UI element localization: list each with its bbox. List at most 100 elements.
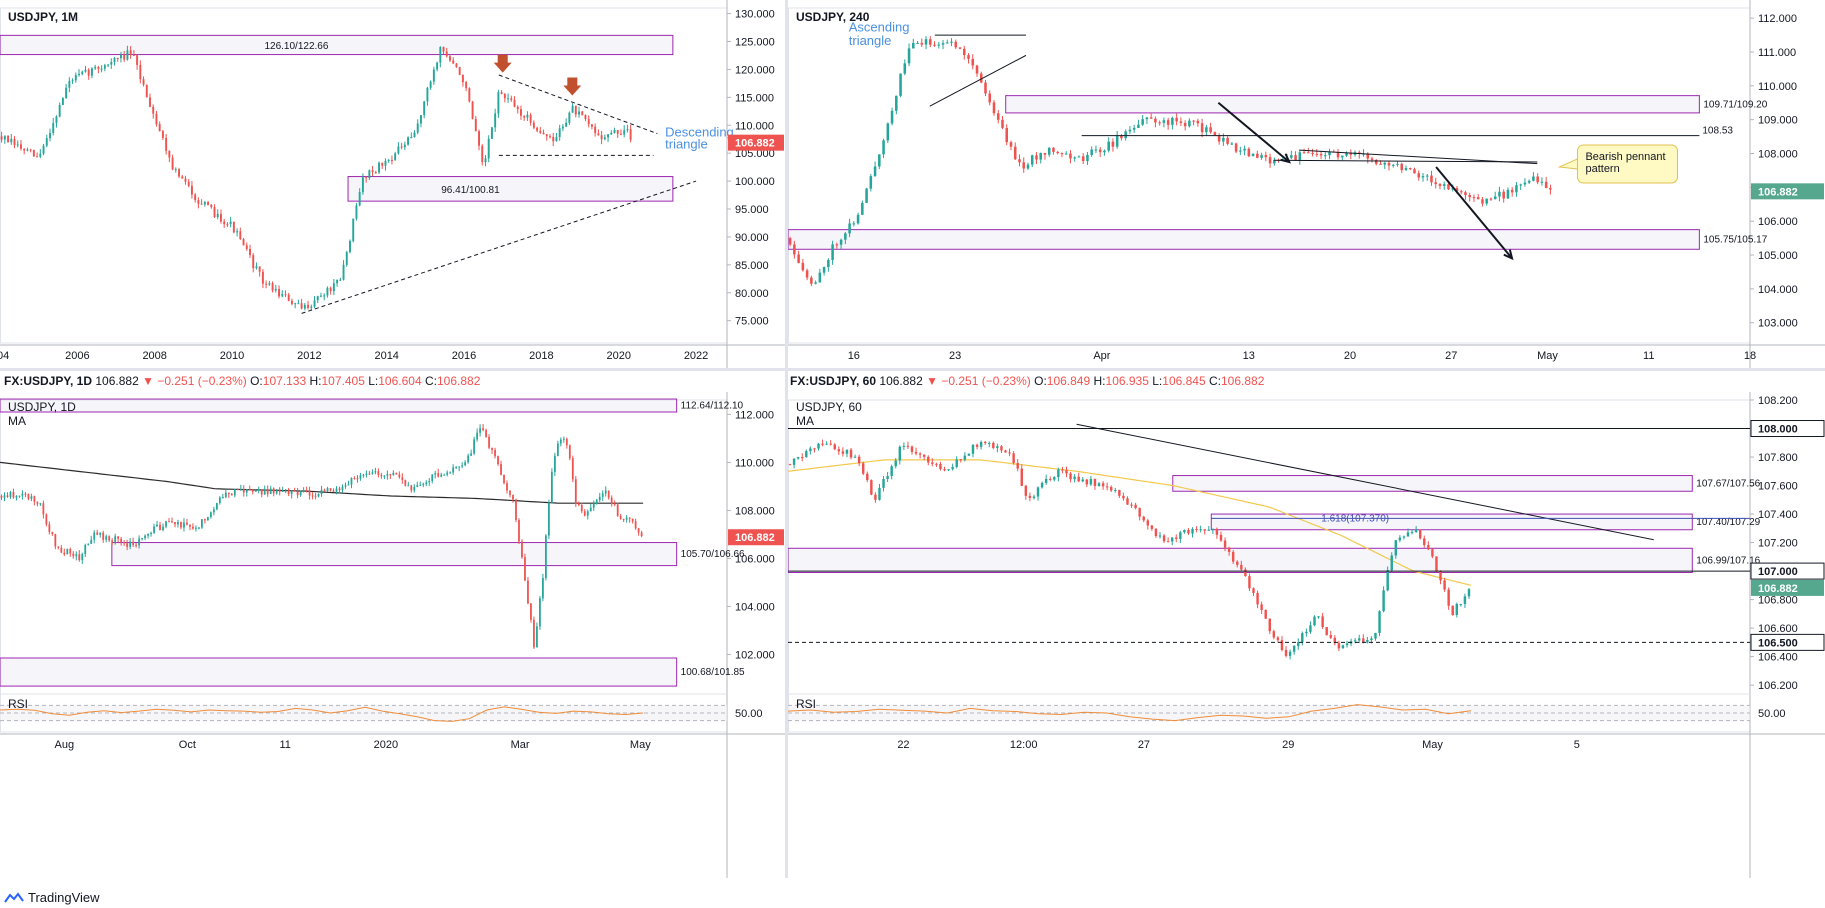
candle-body xyxy=(316,296,319,301)
candle-body xyxy=(269,488,272,494)
candle-body xyxy=(197,200,200,204)
candle-body xyxy=(1231,551,1235,562)
candle-body xyxy=(1222,137,1225,142)
candle-body xyxy=(1122,495,1125,499)
candle-body xyxy=(561,126,564,129)
candle-body xyxy=(992,442,995,448)
candle-body xyxy=(436,62,439,70)
candle-body xyxy=(24,493,27,495)
y-tick-label: 110.000 xyxy=(1758,81,1797,93)
last-price-label: 106.882 xyxy=(735,138,775,150)
candle-body xyxy=(190,185,193,195)
candle-body xyxy=(1378,611,1381,633)
candle-body xyxy=(931,462,934,464)
horizontal-divider[interactable] xyxy=(0,368,1825,371)
candle-body xyxy=(1008,452,1011,454)
vertical-divider[interactable] xyxy=(785,0,788,878)
candle-body xyxy=(365,473,368,475)
candle-body xyxy=(284,489,287,491)
chart-panel-4hour[interactable]: 112.000111.000110.000109.000108.000107.0… xyxy=(788,0,1825,368)
candle-body xyxy=(578,111,580,115)
y-tick-label: 109.000 xyxy=(1758,115,1798,127)
chart-panel-monthly[interactable]: 130.000 125.000 120.000 115.000 110.000 105.0… xyxy=(0,0,785,368)
candle-body xyxy=(613,503,616,505)
candle-body xyxy=(1374,632,1377,639)
candle-body xyxy=(1294,155,1297,160)
candle-body xyxy=(32,150,35,157)
candle-body xyxy=(129,50,132,55)
candle-body xyxy=(1264,609,1267,619)
candle-body xyxy=(189,524,191,527)
candle-body xyxy=(1451,188,1454,190)
chart-panel-hourly[interactable]: 108.200 108.000 107.800 107.600 107.400 107.2… xyxy=(788,392,1825,878)
candle-body xyxy=(594,126,597,134)
candle-body xyxy=(1138,508,1141,517)
candle-body xyxy=(144,535,146,539)
candle-body xyxy=(1094,149,1098,151)
y-tick-label: 85.000 xyxy=(735,260,769,272)
daily-close: 106.882 xyxy=(436,374,481,388)
candle-body xyxy=(10,138,13,143)
candle-body xyxy=(857,456,861,464)
monthly-chart-svg[interactable]: 130.000 125.000 120.000 115.000 110.000 105.0… xyxy=(0,0,785,368)
candle-body xyxy=(1272,631,1276,638)
candle-body xyxy=(355,205,358,219)
candle-body xyxy=(113,58,116,63)
x-tick-label: May xyxy=(1422,739,1443,751)
hourly-chart-svg[interactable]: 108.200 108.000 107.800 107.600 107.400 107.2… xyxy=(788,392,1825,878)
candle-body xyxy=(837,449,841,452)
candle-body xyxy=(924,39,928,45)
4hour-chart-svg[interactable]: 112.000111.000110.000109.000108.000107.0… xyxy=(788,0,1825,368)
candle-body xyxy=(416,485,419,487)
candle-body xyxy=(1244,569,1247,577)
candle-body xyxy=(311,495,314,497)
candle-body xyxy=(287,294,290,301)
candle-body xyxy=(1260,155,1263,158)
candle-body xyxy=(1307,152,1310,154)
candle-body xyxy=(165,137,168,151)
candle-body xyxy=(975,444,979,447)
x-tick-label: 29 xyxy=(1282,739,1294,751)
candle-body xyxy=(419,115,422,124)
x-tick-label: 2010 xyxy=(220,350,244,362)
footer: TradingView xyxy=(4,890,100,905)
daily-chart-svg[interactable]: 112.000 110.000 108.000 106.000 104.000 102.0… xyxy=(0,392,785,878)
candle-body xyxy=(1321,616,1324,628)
y-tick-label: 104.000 xyxy=(735,601,775,613)
candle-body xyxy=(129,541,132,547)
candle-body xyxy=(878,487,881,500)
candle-body xyxy=(1396,163,1399,165)
candle-body xyxy=(407,137,410,145)
candle-body xyxy=(1467,589,1471,597)
candle-body xyxy=(1132,127,1136,130)
candle-body xyxy=(407,485,410,487)
candle-body xyxy=(536,626,538,648)
candle-body xyxy=(45,138,48,146)
candle-body xyxy=(252,255,255,269)
candle-body xyxy=(359,475,362,479)
candle-body xyxy=(426,87,429,102)
candle-body xyxy=(108,536,111,541)
candle-body xyxy=(927,456,930,463)
candle-body xyxy=(1073,476,1076,480)
candle-body xyxy=(839,239,843,245)
candle-body xyxy=(1175,117,1178,122)
daily-open-label: O: xyxy=(250,374,263,388)
candle-body xyxy=(556,443,559,456)
candle-body xyxy=(590,124,593,127)
chart-panel-daily[interactable]: 112.000 110.000 108.000 106.000 104.000 102.0… xyxy=(0,392,785,878)
candle-body xyxy=(1251,153,1255,157)
candle-body xyxy=(218,497,221,504)
candle-body xyxy=(7,135,10,143)
panel-title: USDJPY, 60 xyxy=(796,400,862,414)
candle-body xyxy=(261,271,264,284)
candle-body xyxy=(212,509,215,513)
candle-body xyxy=(1345,643,1349,646)
candle-body xyxy=(1297,642,1300,646)
candle-body xyxy=(894,460,897,467)
candle-body xyxy=(1090,149,1093,155)
candle-body xyxy=(12,491,15,498)
candle-body xyxy=(1069,153,1072,159)
candle-body xyxy=(353,478,356,480)
candle-body xyxy=(1149,117,1153,119)
